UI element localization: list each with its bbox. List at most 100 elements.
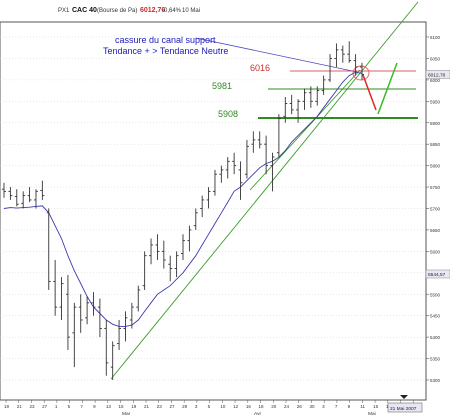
header-last: 6012,76 <box>140 7 165 14</box>
chart-header: PX1 CAC 40 (Bourse de Pa) 6012,76 -0,64%… <box>58 7 200 14</box>
ma-price-tag <box>425 269 450 279</box>
ohlc-bar-31 <box>200 195 205 218</box>
x-axis: 19 21 23 27 1 5 7 9 13 15 19 21 23 27 29 3 5 10 12 16 18 20 24… <box>4 395 423 417</box>
up-arrow <box>377 62 398 115</box>
ohlc-bar-39 <box>251 131 256 153</box>
ohlc-bar-30 <box>193 208 198 230</box>
inner-trendline <box>249 69 361 191</box>
x-tick-label-15: 3 <box>195 404 198 409</box>
y-tick-label-5850: 5850 <box>430 142 441 147</box>
x-tick-label-10: 19 <box>131 404 137 409</box>
ohlc-bar-12 <box>78 294 83 333</box>
ohlc-bar-4 <box>27 187 32 203</box>
ohlc-bar-50 <box>321 75 326 95</box>
ohlc-bar-28 <box>181 234 185 260</box>
x-tick-label-0: 19 <box>4 404 10 409</box>
x-tick-label-4: 1 <box>55 404 58 409</box>
ohlc-bar-36 <box>232 152 237 175</box>
ohlc-bar-13 <box>85 296 90 325</box>
ohlc-bar-40 <box>257 131 262 149</box>
ohlc-bar-2 <box>14 189 19 207</box>
x-tick-label-11: 21 <box>144 404 150 409</box>
y-tick-label-5750: 5750 <box>430 185 441 190</box>
x-tick-label-9: 15 <box>119 404 125 409</box>
annotation-line1: cassure du canal support <box>115 35 216 45</box>
x-tick-label-19: 16 <box>246 404 252 409</box>
ohlc-bar-42 <box>270 152 275 192</box>
x-tick-label-21: 20 <box>271 404 277 409</box>
x-tick-label-29: 15 <box>373 404 379 409</box>
x-tick-label-25: 3 <box>322 404 325 409</box>
ohlc-bar-20 <box>129 302 134 329</box>
ohlc-bar-44 <box>283 97 288 123</box>
ohlc-bar-8 <box>53 259 58 316</box>
ohlc-bar-15 <box>97 298 102 338</box>
ohlc-bars <box>2 41 364 380</box>
ohlc-bar-51 <box>328 54 333 83</box>
ohlc-bar-0 <box>2 182 6 198</box>
ohlc-bar-33 <box>212 169 217 196</box>
x-tick-label-16: 5 <box>208 404 211 409</box>
x-tick-label-23: 26 <box>297 404 303 409</box>
level-label-5981: 5981 <box>212 81 232 91</box>
x-tick-label-28: 11 <box>360 404 365 409</box>
y-tick-label-5700: 5700 <box>430 207 441 212</box>
ohlc-bar-26 <box>168 255 173 282</box>
levels: 6016 5981 5908 <box>212 62 418 119</box>
ohlc-bar-27 <box>174 251 179 278</box>
y-tick-label-5450: 5450 <box>430 314 441 319</box>
x-tick-label-22: 24 <box>284 404 290 409</box>
ohlc-bar-24 <box>155 234 160 260</box>
ohlc-bar-1 <box>8 187 13 200</box>
ohlc-bar-3 <box>21 191 26 209</box>
ohlc-bar-18 <box>117 319 122 350</box>
ohlc-bar-41 <box>264 135 269 175</box>
y-tick-label-5650: 5650 <box>430 228 441 233</box>
level-label-5908: 5908 <box>218 109 238 119</box>
x-tick-label-18: 12 <box>233 404 239 409</box>
ohlc-bar-11 <box>72 302 77 368</box>
ohlc-bar-19 <box>123 311 128 342</box>
x-tick-label-24: 30 <box>309 404 315 409</box>
y-tick-label-5800: 5800 <box>430 164 441 169</box>
y-tick-label-5500: 5500 <box>430 292 441 297</box>
ohlc-bar-14 <box>91 292 96 316</box>
ohlc-bar-53 <box>340 45 345 63</box>
header-prefix: PX1 <box>58 8 70 14</box>
y-tick-label-5900: 5900 <box>430 121 441 126</box>
x-tick-label-6: 7 <box>80 404 83 409</box>
ohlc-bar-17 <box>110 341 115 380</box>
ohlc-bar-35 <box>225 157 230 179</box>
x-tick-label-3: 27 <box>42 404 48 409</box>
last-price-tag <box>425 70 450 79</box>
last-price-tag-label: 6012,76 <box>428 72 446 78</box>
y-tick-label-6050: 6050 <box>430 56 441 61</box>
x-tick-label-17: 10 <box>220 404 226 409</box>
y-tick-label-6000: 6000 <box>430 78 441 83</box>
header-exchange: (Bourse de Pa) <box>97 8 137 14</box>
date-marker-arrow <box>400 395 408 399</box>
x-tick-label-8: 13 <box>106 404 112 409</box>
ma-price-tag-label: 5544,57 <box>428 272 446 278</box>
down-arrow <box>362 74 377 111</box>
x-tick-label-1: 21 <box>17 404 23 409</box>
ohlc-bar-49 <box>315 86 320 106</box>
month-label-mai: Mai <box>368 411 376 417</box>
date-box <box>387 402 423 413</box>
ohlc-bar-56 <box>360 62 364 80</box>
y-tick-label-5950: 5950 <box>430 99 441 104</box>
ohlc-bar-37 <box>238 161 243 200</box>
ohlc-bar-32 <box>206 187 211 209</box>
moving-average <box>3 71 363 327</box>
ohlc-bar-43 <box>276 114 281 158</box>
support-trendline <box>110 1 419 380</box>
ohlc-bar-6 <box>40 180 45 200</box>
header-symbol: CAC 40 <box>72 7 97 14</box>
ohlc-bar-34 <box>219 165 224 183</box>
header-date: 10 Mai <box>182 8 200 14</box>
x-tick-label-27: 9 <box>348 404 351 409</box>
month-label-mar: Mar <box>122 411 131 417</box>
y-tick-label-5300: 5300 <box>430 378 441 383</box>
annotation-line2: Tendance + > Tendance Neutre <box>103 46 228 56</box>
